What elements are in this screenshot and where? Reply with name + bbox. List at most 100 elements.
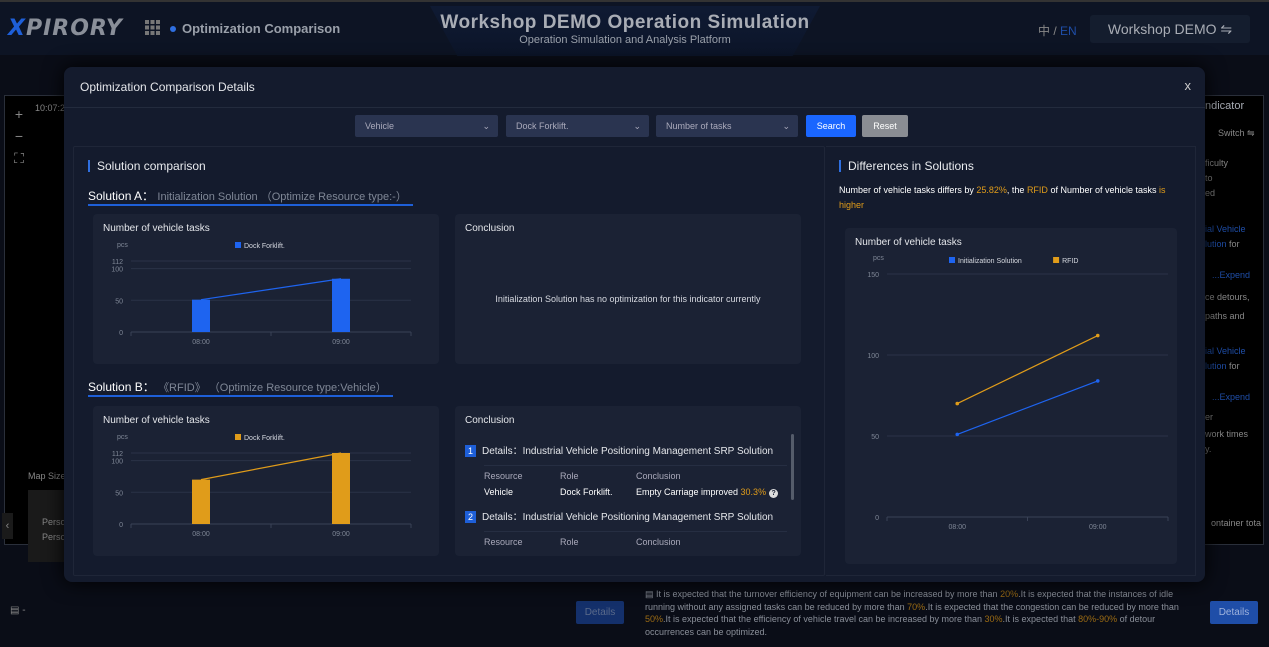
data-point: [1095, 333, 1100, 338]
legend-swatch: [1053, 257, 1060, 263]
chart-title: Number of vehicle tasks: [103, 415, 210, 426]
x-tick-label: 09:00: [332, 339, 350, 346]
app-title: Workshop DEMO Operation Simulation: [440, 12, 810, 33]
resource-type-select[interactable]: Vehicle ⌄: [355, 115, 498, 137]
breadcrumb-dot-icon: [170, 26, 176, 32]
text-segment: .It is expected that: [1002, 614, 1079, 624]
chart-title: Number of vehicle tasks: [855, 237, 962, 248]
x-tick-label: 08:00: [192, 531, 210, 538]
details-button-2[interactable]: Details: [1210, 601, 1258, 624]
details-button[interactable]: Details: [576, 601, 624, 624]
data-point: [955, 401, 960, 406]
logo: XPIRORY: [8, 16, 123, 41]
reset-button[interactable]: Reset: [862, 115, 908, 137]
conclusion-text: Initialization Solution has no optimizat…: [495, 294, 761, 304]
y-tick-label: 0: [875, 515, 879, 522]
document-icon: ▤: [10, 605, 23, 616]
chevron-down-icon: ⌄: [482, 121, 490, 131]
diff-solution: RFID: [1026, 185, 1048, 195]
solution-a-name: Initialization Solution （Optimize Resour…: [157, 191, 407, 203]
zoom-in-button[interactable]: +: [14, 106, 24, 122]
indicator-select[interactable]: Number of tasks ⌄: [656, 115, 798, 137]
indicator-text[interactable]: ...Expend: [1212, 270, 1251, 280]
text-segment: of detour occurrences can be optimized.: [645, 614, 1156, 637]
language-switch[interactable]: 中 / EN: [1038, 22, 1077, 39]
workspace-switch-button[interactable]: Workshop DEMO ⇋: [1090, 15, 1250, 43]
x-tick-label: 09:00: [1089, 524, 1107, 531]
select-value: Dock Forklift.: [516, 121, 569, 131]
y-axis-unit: pcs: [873, 255, 884, 262]
chevron-down-icon: ⌄: [782, 121, 790, 131]
series-line: [956, 335, 1099, 405]
indicator-text: ce detours,: [1205, 292, 1250, 302]
indicator-text: y.: [1205, 444, 1212, 454]
y-axis-unit: pcs: [117, 242, 128, 249]
highlight-value: 20%: [1000, 589, 1019, 599]
x-tick-label: 08:00: [948, 524, 966, 531]
difference-summary: Number of vehicle tasks differs by 25.82…: [839, 183, 1184, 213]
item-number: 2: [465, 511, 476, 523]
bar: [192, 479, 210, 524]
indicator-text: ial Vehicle: [1205, 224, 1246, 234]
indicator-text: work times: [1205, 429, 1249, 439]
bar: [192, 299, 210, 332]
bar: [332, 453, 350, 524]
indicator-text: to: [1205, 173, 1213, 183]
section-title: Solution comparison: [88, 160, 206, 172]
solution-comparison-pane: Solution comparison Solution A： Initiali…: [73, 146, 825, 576]
app-title-box: Workshop DEMO Operation Simulation Opera…: [430, 6, 820, 56]
diff-text: Number of vehicle tasks differs by: [839, 185, 977, 195]
text-segment: .It is expected that the congestion can …: [925, 601, 1179, 612]
y-tick-label: 50: [115, 490, 123, 497]
conclusion-text: Empty Carriage improved: [636, 487, 741, 497]
y-tick-label: 112: [112, 451, 123, 458]
person-card: Perso Perso: [28, 490, 68, 562]
legend-swatch: [235, 242, 241, 248]
highlight-value: 50%: [645, 614, 664, 624]
close-icon[interactable]: x: [1184, 78, 1192, 93]
map-size-label: Map Size: [28, 471, 66, 481]
document-icon: ▤: [645, 589, 657, 599]
indicator-text: ficulty: [1205, 158, 1229, 168]
person-label: Perso: [42, 532, 66, 542]
solution-b-label: Solution B：: [88, 380, 155, 394]
indicator-text[interactable]: ...Expend: [1212, 392, 1251, 402]
role-select[interactable]: Dock Forklift. ⌄: [506, 115, 649, 137]
x-tick-label: 09:00: [332, 531, 350, 538]
legend-label: Dock Forklift.: [244, 435, 285, 442]
search-button[interactable]: Search: [806, 115, 856, 137]
scrollbar[interactable]: [791, 434, 794, 500]
lang-zh[interactable]: 中: [1038, 24, 1051, 38]
series-line: [200, 452, 342, 481]
col-resource: Resource: [484, 537, 523, 547]
expected-improvements-text: ▤ It is expected that the turnover effic…: [645, 588, 1200, 638]
indicator-text: ed: [1205, 188, 1216, 198]
chevron-left-icon[interactable]: ‹: [2, 513, 13, 539]
difference-chart-card: Number of vehicle tasks pcs 0 50 100 150 08:0…: [845, 228, 1177, 564]
solution-a-title: Solution A： Initialization Solution （Opt…: [88, 187, 413, 206]
solution-b-conclusion-card: Conclusion 1 Details：Industrial Vehicle P…: [455, 406, 801, 556]
diff-text: of Number of vehicle tasks: [1047, 185, 1159, 195]
zoom-out-button[interactable]: −: [14, 128, 24, 144]
text-segment: It is expected that the turnover efficie…: [656, 589, 1001, 599]
differences-pane: Differences in Solutions Number of vehic…: [826, 146, 1196, 576]
breadcrumb: Optimization Comparison: [182, 21, 341, 36]
fit-screen-icon[interactable]: ⛶: [14, 150, 24, 166]
legend-label: Initialization Solution: [958, 258, 1022, 265]
col-role: Role: [560, 537, 579, 547]
apps-grid-icon[interactable]: [145, 20, 160, 35]
diff-direction: is higher: [839, 185, 1166, 210]
highlight-value: 80%-90%: [1078, 614, 1118, 624]
col-conclusion: Conclusion: [636, 471, 681, 481]
conclusion-item: 1 Details：Industrial Vehicle Positioning …: [465, 442, 787, 498]
section-title: Differences in Solutions: [839, 160, 974, 172]
select-value: Number of tasks: [666, 121, 732, 131]
y-tick-label: 150: [867, 272, 879, 279]
lang-en[interactable]: EN: [1060, 24, 1077, 38]
help-icon[interactable]: ?: [769, 489, 779, 498]
series-line: [957, 380, 1098, 435]
indicator-header: ndicator: [1205, 100, 1245, 112]
data-point: [955, 432, 960, 437]
indicator-text: lution for: [1205, 361, 1240, 371]
switch-button[interactable]: Switch ⇋: [1218, 128, 1255, 138]
